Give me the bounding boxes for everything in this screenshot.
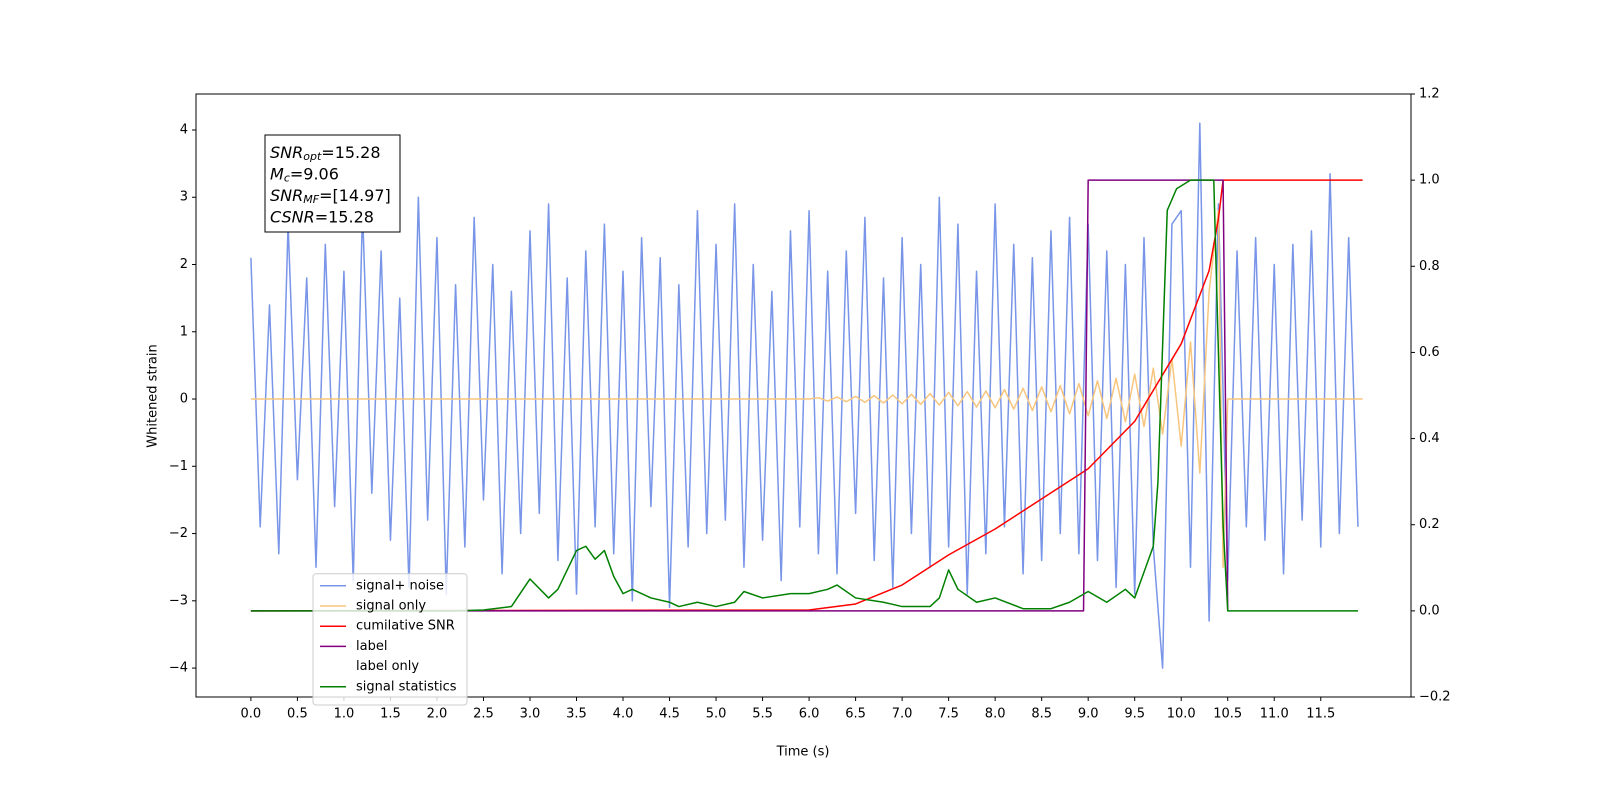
series-line <box>250 209 1363 568</box>
y-tick-label: −3 <box>169 593 188 608</box>
y-tick-label: 4 <box>180 122 188 137</box>
y2-tick-label: −0.2 <box>1419 690 1451 705</box>
annotation-base: SNR <box>270 143 303 162</box>
x-tick-label: 11.0 <box>1260 707 1289 722</box>
annotation-value: =9.06 <box>290 164 339 183</box>
x-tick-label: 7.0 <box>892 707 913 722</box>
series-line <box>250 122 1359 669</box>
legend: signal+ noise signal only cumilative SNR la… <box>312 573 468 706</box>
y-tick-label: −4 <box>169 661 188 676</box>
x-tick-label: 9.5 <box>1124 707 1145 722</box>
y2-tick-label: 0.6 <box>1419 345 1440 360</box>
x-tick-label: 10.5 <box>1213 707 1242 722</box>
legend-label: signal+ noise <box>356 578 444 593</box>
y-tick-label: 1 <box>180 324 188 339</box>
annotation-line: CSNR=15.28 <box>270 207 374 226</box>
y2-tick-label: 1.2 <box>1419 87 1440 102</box>
x-tick-label: 4.0 <box>613 707 634 722</box>
y-tick-label: 2 <box>180 257 188 272</box>
y2-tick-label: 0.8 <box>1419 259 1440 274</box>
x-axis-label: Time (s) <box>776 745 830 760</box>
x-tick-label: 3.5 <box>566 707 587 722</box>
y-tick-label: −2 <box>169 526 188 541</box>
series-line <box>250 179 1363 612</box>
annotation-sub: opt <box>303 150 322 163</box>
x-tick-label: 6.5 <box>845 707 866 722</box>
x-tick-label: 2.5 <box>473 707 494 722</box>
legend-label: label <box>356 639 387 654</box>
legend-label: signal only <box>356 599 426 614</box>
y-tick-label: 0 <box>180 392 188 407</box>
x-tick-label: 1.5 <box>380 707 401 722</box>
x-tick-label: 8.5 <box>1031 707 1052 722</box>
x-tick-label: 5.5 <box>752 707 773 722</box>
x-tick-label: 5.0 <box>706 707 727 722</box>
x-tick-label: 0.5 <box>287 707 308 722</box>
x-tick-label: 9.0 <box>1078 707 1099 722</box>
x-tick-label: 3.0 <box>520 707 541 722</box>
x-tick-label: 4.5 <box>659 707 680 722</box>
series-line <box>250 179 1229 612</box>
legend-label: label only <box>356 659 419 674</box>
y-tick-label: −1 <box>169 459 188 474</box>
annotation-base: SNR <box>270 186 303 205</box>
legend-label: signal statistics <box>356 679 457 694</box>
series-line <box>250 179 1358 612</box>
y2-tick-label: 0.0 <box>1419 603 1440 618</box>
y2-tick-label: 1.0 <box>1419 173 1440 188</box>
x-tick-label: 2.0 <box>427 707 448 722</box>
annotation-box <box>264 134 401 233</box>
x-tick-label: 10.0 <box>1167 707 1196 722</box>
annotation-value: =[14.97] <box>319 186 391 205</box>
x-tick-label: 6.0 <box>799 707 820 722</box>
x-tick-label: 11.5 <box>1306 707 1335 722</box>
annotation-base: CSNR <box>270 207 315 226</box>
x-tick-label: 8.0 <box>985 707 1006 722</box>
legend-label: cumilative SNR <box>356 619 455 634</box>
annotation-sub: c <box>284 172 290 185</box>
x-tick-label: 0.0 <box>241 707 262 722</box>
y-tick-label: 3 <box>180 190 188 205</box>
annotation-line: SNRopt=15.28 <box>270 143 381 164</box>
annotation-sub: MF <box>303 193 319 206</box>
x-tick-label: 7.5 <box>938 707 959 722</box>
y-axis-label: Whitened strain <box>146 344 161 447</box>
annotation-line: SNRMF=[14.97] <box>270 186 391 207</box>
annotation-base: M <box>270 164 284 183</box>
annotation-value: =15.28 <box>321 143 380 162</box>
annotation-line: Mc=9.06 <box>270 164 339 185</box>
y2-tick-label: 0.2 <box>1419 517 1440 532</box>
legend-box <box>312 573 468 706</box>
axes-frame <box>195 93 1412 698</box>
x-tick-label: 1.0 <box>334 707 355 722</box>
annotation-value: =15.28 <box>315 207 374 226</box>
y2-tick-label: 0.4 <box>1419 431 1440 446</box>
